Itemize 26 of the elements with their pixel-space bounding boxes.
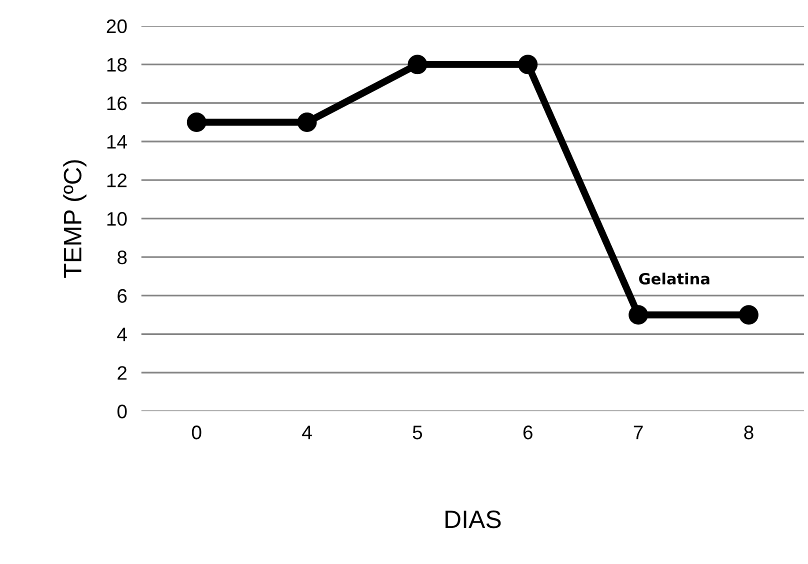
y-tick-label: 10 [107,212,127,226]
y-tick-label: 14 [107,135,127,149]
x-tick-label: 0 [192,426,202,440]
y-tick-label: 6 [118,289,127,303]
x-axis-title: DIAS [446,510,501,528]
point [518,54,538,74]
x-tick-label: 6 [523,426,532,440]
y-tick-label: 2 [118,366,127,380]
y-tick-label: 18 [107,58,127,72]
point [739,305,758,325]
y-axis-title: TEMP (ºC) [63,160,86,278]
y-tick-label: 20 [106,19,127,34]
point [628,305,648,325]
point [408,54,428,74]
y-tick-label: 0 [117,404,127,418]
x-tick-label: 4 [302,426,312,440]
point [297,112,317,132]
y-tick-label: 4 [117,328,127,342]
x-tick-label: 8 [744,426,754,440]
x-tick-label: 5 [412,426,422,440]
point [186,112,206,132]
y-tick-label: 12 [107,173,127,188]
y-tick-label: 16 [107,96,127,110]
y-tick-label: 8 [118,250,127,264]
x-tick-label: 7 [634,426,643,440]
annotation: Gelatina [639,272,710,285]
